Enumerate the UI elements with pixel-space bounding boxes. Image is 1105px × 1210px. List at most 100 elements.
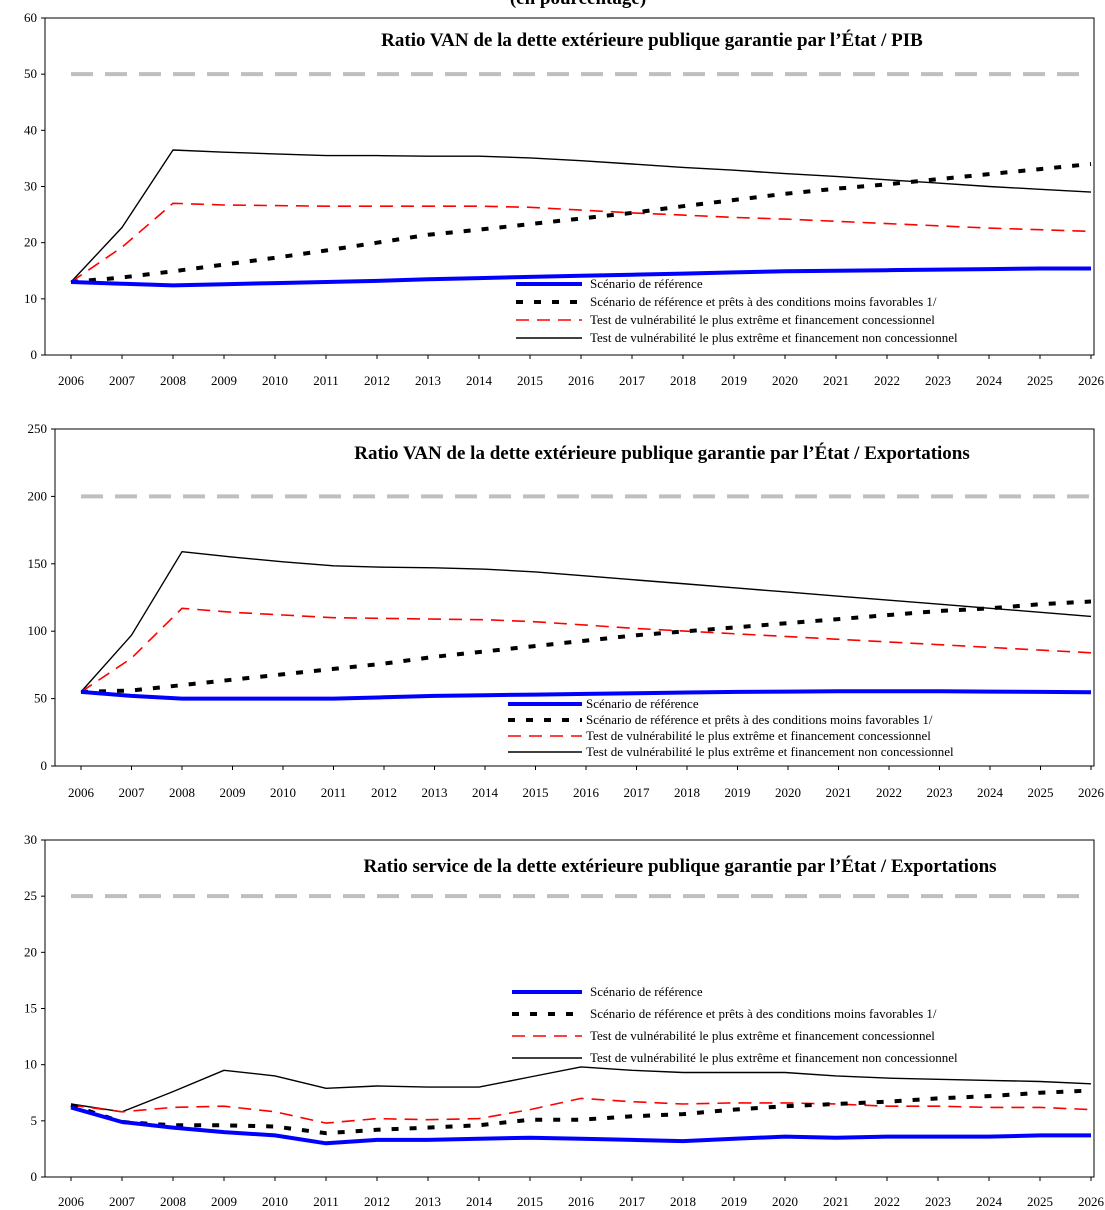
x-tick-label: 2012: [364, 1194, 390, 1209]
x-tick-label: 2006: [68, 785, 95, 800]
legend-label: Scénario de référence: [590, 984, 703, 999]
x-tick-label: 2018: [670, 373, 696, 388]
x-tick-label: 2009: [211, 373, 237, 388]
x-tick-label: 2019: [721, 373, 747, 388]
x-tick-label: 2013: [415, 1194, 441, 1209]
x-tick-label: 2006: [58, 373, 85, 388]
x-tick-label: 2019: [721, 1194, 747, 1209]
series-line-thin: [70, 149, 1092, 283]
x-tick-label: 2023: [927, 785, 953, 800]
x-tick-label: 2024: [976, 1194, 1003, 1209]
series-line-dashed: [70, 202, 1092, 283]
y-tick-label: 10: [24, 291, 37, 306]
y-tick-label: 20: [24, 944, 37, 959]
x-tick-label: 2012: [371, 785, 397, 800]
x-tick-label: 2007: [109, 1194, 136, 1209]
y-tick-label: 40: [24, 122, 37, 137]
chart-exports-ratio: 0 50 100 150 200 250 2006 2007 2008 2009 2010 2011 2…: [28, 421, 1105, 800]
y-tick-label: 150: [28, 556, 48, 571]
y-tick-label: 250: [28, 421, 48, 436]
x-tick-label: 2008: [160, 373, 186, 388]
x-tick-label: 2017: [619, 373, 646, 388]
x-tick-label: 2020: [772, 373, 798, 388]
x-tick-label: 2011: [321, 785, 347, 800]
x-tick-label: 2015: [523, 785, 549, 800]
x-tick-label: 2010: [270, 785, 296, 800]
x-tick-label: 2019: [725, 785, 751, 800]
x-tick-label: 2021: [826, 785, 852, 800]
header-fragment: (en pourcentage): [510, 0, 646, 9]
y-tick-label: 30: [24, 832, 37, 847]
y-tick-label: 15: [24, 1001, 37, 1016]
plot-frame: [44, 17, 1095, 356]
series-line-thin: [70, 1066, 1092, 1113]
x-tick-label: 2025: [1027, 373, 1053, 388]
legend-label: Test de vulnérabilité le plus extrême et…: [590, 1028, 935, 1043]
legend-label: Test de vulnérabilité le plus extrême et…: [590, 312, 935, 327]
x-tick-label: 2012: [364, 373, 390, 388]
x-tick-label: 2016: [568, 373, 595, 388]
x-tick-label: 2021: [823, 1194, 849, 1209]
y-tick-label: 50: [34, 691, 47, 706]
chart-title: Ratio VAN de la dette extérieure publiqu…: [381, 29, 923, 51]
legend-label: Scénario de référence et prêts à des con…: [586, 712, 933, 727]
x-tick-label: 2006: [58, 1194, 85, 1209]
x-tick-label: 2020: [775, 785, 801, 800]
legend-label: Scénario de référence: [586, 696, 699, 711]
x-tick-label: 2016: [573, 785, 600, 800]
x-tick-label: 2011: [313, 373, 339, 388]
x-tick-label: 2011: [313, 1194, 339, 1209]
x-tick-label: 2009: [220, 785, 246, 800]
legend-label: Scénario de référence et prêts à des con…: [590, 294, 937, 309]
x-tick-label: 2023: [925, 373, 951, 388]
x-tick-label: 2022: [874, 373, 900, 388]
series-line-baseline: [70, 1105, 1091, 1146]
x-tick-label: 2007: [119, 785, 146, 800]
x-tick-label: 2008: [169, 785, 195, 800]
x-tick-label: 2025: [1027, 1194, 1053, 1209]
x-tick-label: 2016: [568, 1194, 595, 1209]
chart-gdp-ratio: 0 10 20 30 40 50 60 2006 2007 2008 2009 2010 2011 201…: [24, 10, 1105, 388]
x-tick-label: 2024: [977, 785, 1004, 800]
y-tick-label: 0: [31, 1169, 38, 1184]
legend-label: Scénario de référence: [590, 276, 703, 291]
x-tick-label: 2024: [976, 373, 1003, 388]
x-tick-label: 2014: [472, 785, 499, 800]
x-tick-label: 2026: [1078, 1194, 1105, 1209]
x-tick-label: 2015: [517, 373, 543, 388]
chart-title: Ratio VAN de la dette extérieure publiqu…: [354, 442, 970, 464]
plot-frame: [44, 839, 1095, 1178]
x-tick-label: 2018: [670, 1194, 696, 1209]
series-line-dotted: [70, 1088, 1092, 1136]
x-tick-label: 2018: [674, 785, 700, 800]
series-line-thin: [80, 551, 1092, 693]
legend-label: Scénario de référence et prêts à des con…: [590, 1006, 937, 1021]
chart-title: Ratio service de la dette extérieure pub…: [363, 855, 996, 877]
x-tick-label: 2021: [823, 373, 849, 388]
y-tick-label: 5: [31, 1113, 38, 1128]
x-tick-label: 2014: [466, 1194, 493, 1209]
legend: Scénario de référence Scénario de référen…: [512, 984, 958, 1065]
y-tick-label: 60: [24, 10, 37, 25]
series-line-dashed: [80, 607, 1092, 693]
y-tick-label: 100: [28, 623, 48, 638]
legend-label: Test de vulnérabilité le plus extrême et…: [586, 744, 954, 759]
y-tick-label: 20: [24, 235, 37, 250]
y-tick-label: 30: [24, 179, 37, 194]
x-tick-label: 2022: [876, 785, 902, 800]
x-tick-label: 2010: [262, 1194, 288, 1209]
x-tick-label: 2013: [415, 373, 441, 388]
y-tick-label: 25: [24, 888, 37, 903]
x-tick-label: 2009: [211, 1194, 237, 1209]
x-tick-label: 2013: [422, 785, 448, 800]
legend-label: Test de vulnérabilité le plus extrême et…: [590, 330, 958, 345]
x-tick-label: 2022: [874, 1194, 900, 1209]
x-tick-label: 2026: [1078, 785, 1105, 800]
x-tick-label: 2020: [772, 1194, 798, 1209]
x-tick-label: 2026: [1078, 373, 1105, 388]
x-tick-label: 2010: [262, 373, 288, 388]
x-tick-label: 2017: [624, 785, 651, 800]
